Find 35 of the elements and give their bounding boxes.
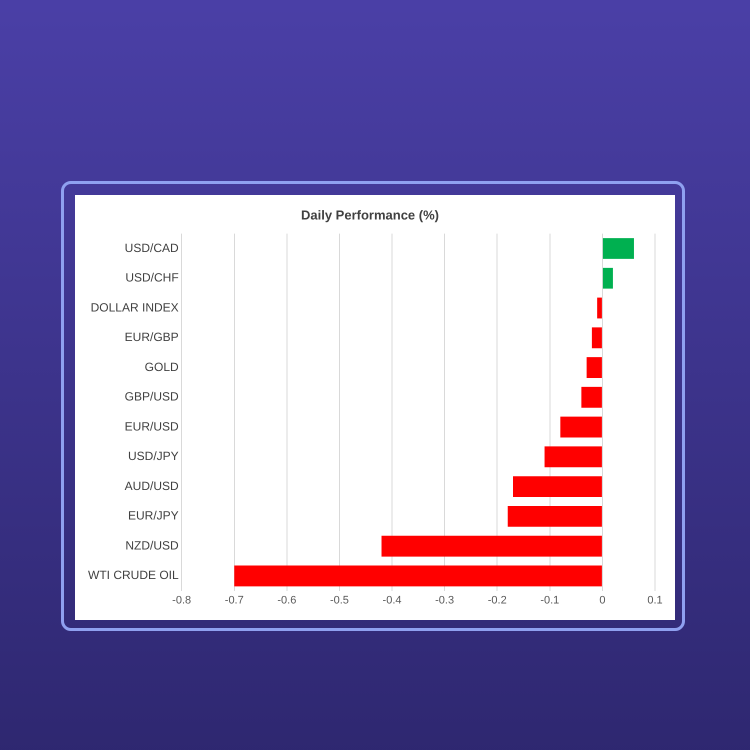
y-tick-label: EUR/USD (124, 419, 179, 434)
bar (592, 327, 602, 348)
bar (382, 536, 602, 557)
y-tick-label: EUR/GBP (124, 330, 179, 344)
x-tick-label: 0 (599, 594, 606, 606)
y-tick-label: GBP/USD (124, 390, 179, 404)
x-tick-label: -0.7 (224, 594, 244, 606)
bar (581, 386, 602, 408)
y-tick-label: GOLD (144, 360, 179, 374)
x-tick-label: -0.4 (382, 594, 402, 606)
y-tick-label: WTI CRUDE OIL (88, 568, 179, 582)
x-tick-label: -0.1 (540, 594, 560, 606)
y-tick-label: AUD/USD (124, 478, 179, 493)
x-tick-label: -0.2 (488, 594, 507, 606)
bar (234, 566, 602, 586)
chart-title: Daily Performance (%) (301, 207, 439, 222)
bar (602, 238, 634, 259)
y-tick-label: USD/JPY (128, 449, 179, 464)
y-tick-label: NZD/USD (125, 538, 179, 552)
y-tick-label: USD/CHF (125, 270, 179, 285)
x-tick-label: 0.1 (647, 594, 663, 606)
bar (513, 476, 602, 498)
y-tick-label: DOLLAR INDEX (90, 300, 179, 314)
bar (508, 506, 602, 527)
y-tick-label: USD/CAD (124, 240, 179, 255)
bar (586, 357, 602, 378)
bar (602, 268, 613, 289)
x-tick-label: -0.6 (277, 594, 296, 606)
x-tick-label: -0.8 (172, 594, 192, 606)
x-tick-label: -0.3 (435, 594, 454, 606)
bar (544, 446, 602, 468)
y-tick-label: EUR/JPY (128, 508, 179, 523)
bar (597, 298, 602, 318)
bar (560, 416, 602, 438)
x-tick-label: -0.5 (330, 594, 349, 606)
